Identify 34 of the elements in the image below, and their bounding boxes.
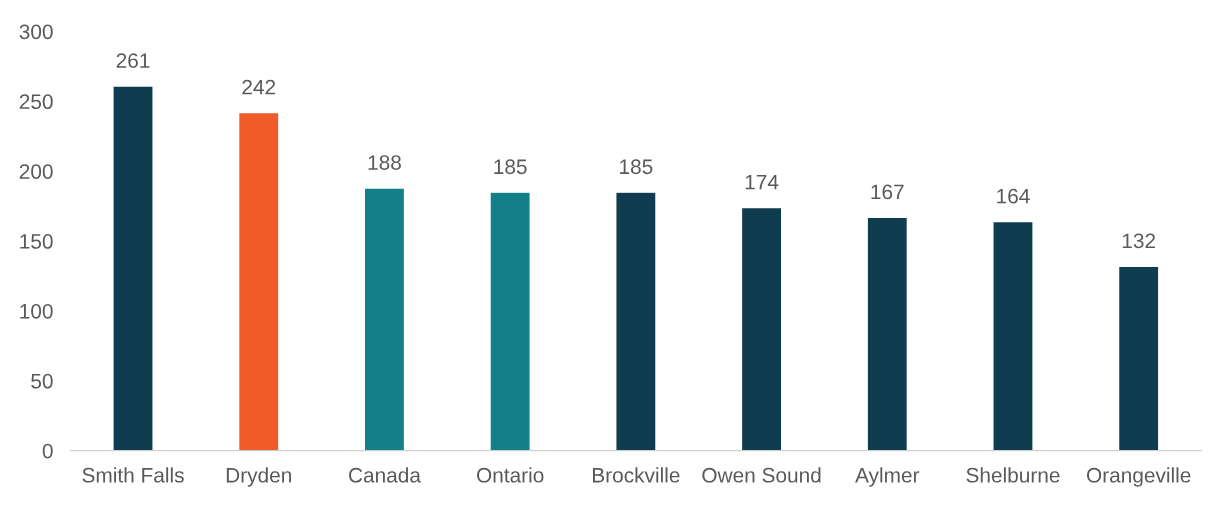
data-label: 185: [494, 159, 527, 175]
bar: [237, 111, 280, 451]
bar: [489, 191, 531, 451]
data-label: 242: [242, 79, 276, 95]
data-label: 132: [1122, 233, 1156, 249]
x-tick-label: Aylmer: [855, 467, 920, 487]
y-tick-label: 250: [19, 94, 53, 110]
x-tick-label: Shelburne: [966, 467, 1060, 483]
x-tick-label: Owen Sound: [702, 467, 821, 483]
data-label: 174: [745, 174, 779, 190]
data-label: 164: [997, 188, 1030, 204]
data-label: 188: [368, 155, 401, 170]
x-tick-label: Canada: [349, 467, 421, 483]
data-label: 261: [116, 53, 150, 68]
x-tick-label: Dryden: [226, 467, 291, 487]
x-tick-label: Orangeville: [1086, 467, 1191, 487]
bar: [615, 191, 657, 451]
y-tick-label: 300: [19, 24, 53, 40]
x-tick-label: Smith Falls: [82, 467, 184, 483]
y-tick-label: 150: [20, 234, 53, 249]
bar: [992, 220, 1034, 451]
x-tick-label: Brockville: [592, 467, 680, 483]
bar: [112, 85, 154, 451]
y-tick-label: 100: [20, 303, 53, 319]
bar: [740, 206, 783, 451]
y-tick-label: 50: [31, 373, 53, 389]
bar: [363, 187, 406, 451]
data-label: 185: [620, 159, 653, 175]
y-tick-label: 200: [19, 164, 53, 179]
x-tick-label: Ontario: [476, 467, 544, 483]
data-label: 167: [871, 184, 904, 200]
bar: [866, 216, 909, 451]
bar: [1117, 265, 1160, 451]
y-tick-label: 0: [42, 443, 53, 459]
